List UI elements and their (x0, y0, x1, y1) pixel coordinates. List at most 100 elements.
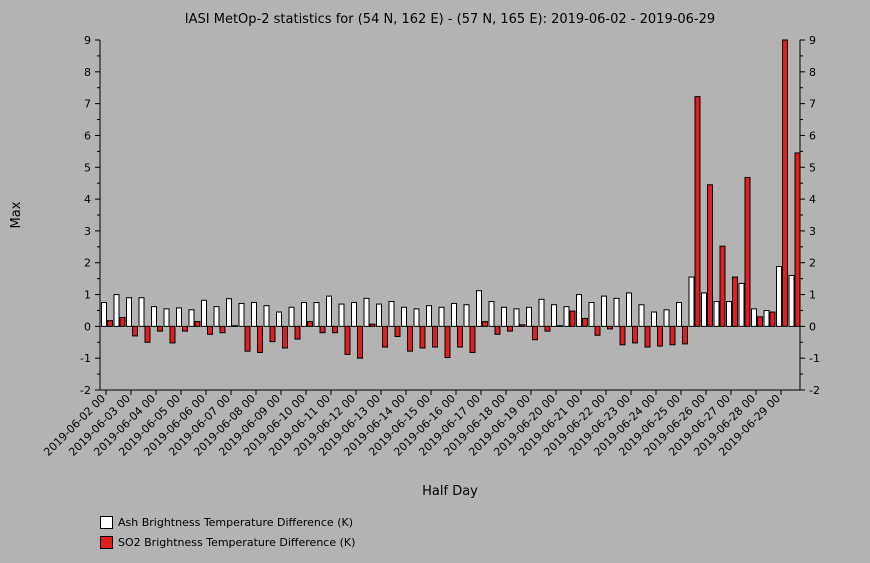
bar-ash (438, 306, 445, 327)
bar-so2 (644, 325, 651, 348)
bar-so2 (532, 325, 538, 341)
bar-ash (401, 306, 407, 327)
bar-ash (601, 295, 607, 327)
bar-ash (238, 302, 245, 327)
bar-ash (201, 299, 207, 327)
bar-so2 (619, 325, 626, 346)
bar-so2 (294, 325, 301, 340)
y-tick-label-right: 2 (809, 257, 816, 270)
bar-ash (176, 307, 182, 327)
bar-ash (501, 306, 507, 327)
bar-so2 (107, 320, 113, 327)
y-tick-label-right: -1 (809, 352, 820, 365)
bar-ash (763, 309, 770, 327)
bar-so2 (557, 325, 563, 327)
y-tick-label-left: 8 (84, 66, 91, 79)
bar-ash (713, 301, 720, 327)
bar-ash (113, 294, 120, 327)
bar-so2 (657, 325, 663, 347)
bar-so2 (182, 325, 188, 332)
bar-ash (688, 276, 695, 327)
bar-ash (701, 292, 707, 327)
bar-ash (663, 309, 670, 327)
bar-ash (626, 292, 632, 327)
legend-item-so2: SO2 Brightness Temperature Difference (K… (100, 532, 355, 552)
bar-so2 (794, 152, 801, 327)
bar-ash (651, 311, 657, 327)
bar-so2 (732, 276, 738, 327)
bar-so2 (132, 325, 138, 337)
bar-ash (576, 294, 582, 327)
bar-ash (413, 308, 420, 327)
bar-ash (563, 306, 570, 327)
bar-ash (638, 304, 645, 327)
y-tick-label-left: 0 (84, 320, 91, 333)
bar-ash (526, 306, 532, 327)
y-tick-label-right: -2 (809, 384, 820, 397)
y-tick-label-right: 1 (809, 289, 816, 302)
y-axis-label: Max (9, 201, 24, 228)
y-tick-label-right: 4 (809, 193, 816, 206)
legend-label-so2: SO2 Brightness Temperature Difference (K… (118, 535, 356, 549)
bar-so2 (307, 321, 313, 327)
bar-so2 (119, 316, 126, 327)
bar-so2 (394, 325, 401, 338)
y-tick-label-left: 1 (84, 289, 91, 302)
y-tick-label-left: 6 (84, 129, 91, 142)
bar-ash (126, 297, 132, 327)
bar-ash (726, 301, 732, 327)
bar-ash (313, 302, 320, 327)
bar-so2 (432, 325, 438, 348)
bar-ash (376, 303, 382, 327)
y-tick-label-right: 6 (809, 129, 816, 142)
bar-so2 (719, 245, 726, 327)
bar-so2 (232, 325, 238, 327)
bar-ash (276, 311, 282, 327)
bar-so2 (769, 311, 776, 327)
bar-so2 (594, 325, 601, 336)
bar-so2 (244, 325, 251, 352)
y-tick-label-right: 8 (809, 66, 816, 79)
bar-so2 (257, 325, 263, 353)
y-tick-label-left: 2 (84, 257, 91, 270)
bar-so2 (144, 325, 151, 343)
bar-so2 (407, 325, 413, 352)
bar-ash (363, 297, 370, 327)
bar-so2 (507, 325, 513, 332)
bar-ash (451, 302, 457, 327)
bar-ash (676, 302, 682, 327)
bar-so2 (207, 325, 213, 335)
bar-so2 (694, 96, 701, 327)
bar-so2 (607, 325, 613, 330)
bar-ash (388, 301, 395, 327)
bar-ash (163, 308, 170, 327)
bar-ash (226, 298, 232, 327)
bar-so2 (469, 325, 476, 353)
bar-ash (776, 266, 782, 327)
y-tick-label-left: -2 (80, 384, 91, 397)
bar-ash (338, 303, 345, 327)
bar-so2 (369, 323, 376, 327)
bar-ash (588, 302, 595, 327)
bar-ash (288, 306, 295, 327)
bar-so2 (569, 310, 576, 327)
bar-ash (426, 305, 432, 327)
bar-so2 (194, 321, 201, 327)
bar-ash (188, 309, 195, 327)
bar-so2 (157, 325, 163, 332)
bar-so2 (457, 325, 463, 348)
bar-ash (301, 302, 307, 327)
y-tick-label-left: 3 (84, 225, 91, 238)
bar-ash (351, 302, 357, 327)
bar-so2 (444, 325, 451, 359)
bar-ash (213, 306, 220, 327)
bar-so2 (332, 325, 338, 334)
bar-ash (488, 301, 495, 327)
y-tick-label-right: 0 (809, 320, 816, 333)
bar-so2 (344, 325, 351, 355)
bar-ash (476, 290, 482, 327)
y-tick-label-left: 4 (84, 193, 91, 206)
bar-ash (263, 305, 270, 327)
bar-so2 (544, 325, 551, 332)
